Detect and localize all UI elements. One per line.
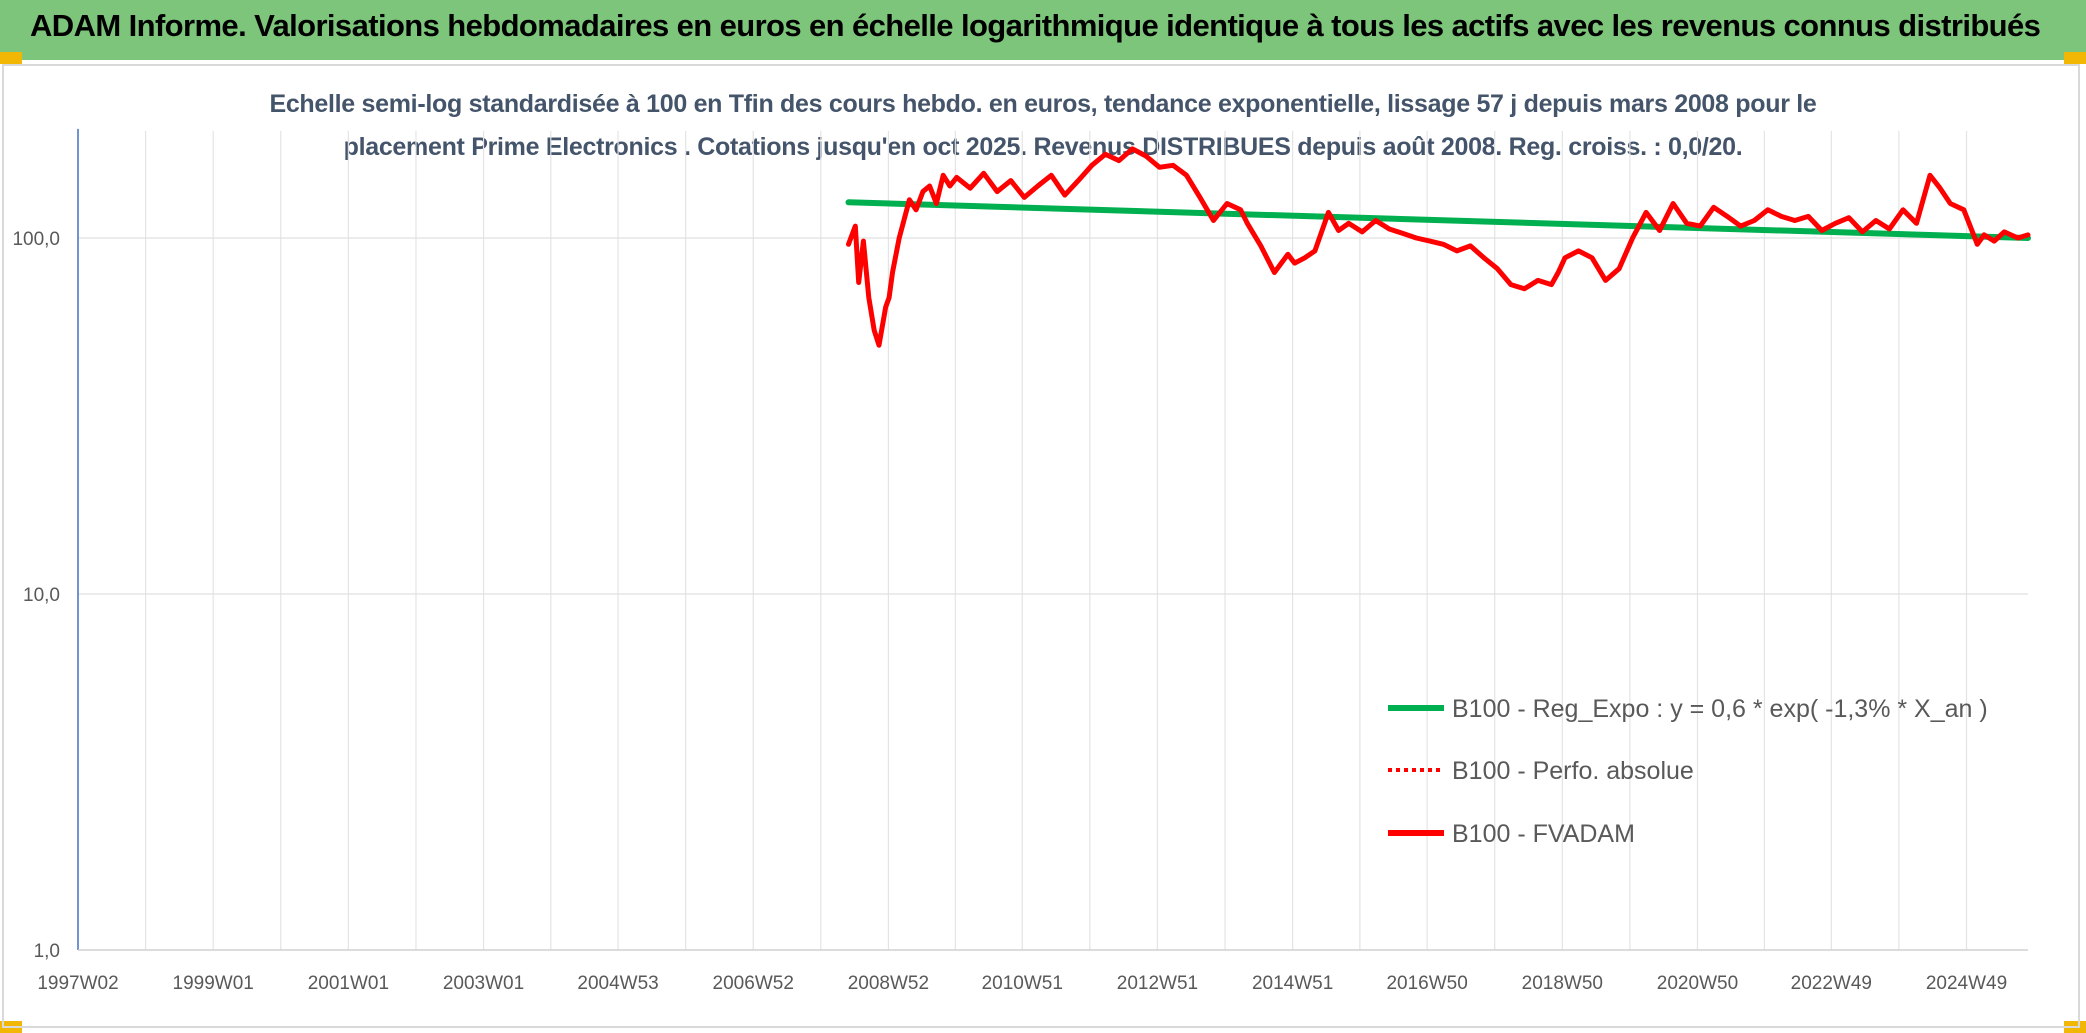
x-tick-label: 2001W01 [308,973,389,994]
x-tick-label: 2018W50 [1522,973,1603,994]
legend-label: B100 - Perfo. absolue [1452,757,1694,785]
y-tick-label: 100,0 [12,229,60,250]
x-tick-label: 2006W52 [713,973,794,994]
y-tick-label: 10,0 [23,585,60,606]
x-tick-label: 2022W49 [1791,973,1872,994]
x-tick-label: 2010W51 [982,973,1063,994]
corner-marker-right [2064,52,2086,64]
series-line-fvadam [846,146,2031,348]
corner-marker-left [0,52,22,64]
x-tick-label: 2008W52 [848,973,929,994]
series-line-regression [845,199,2031,241]
x-tick-label: 1997W02 [37,973,118,994]
legend-label: B100 - FVADAM [1452,820,1635,848]
chart-title-line-2: placement Prime Electronics . Cotations … [343,133,1743,161]
x-tick-label: 2014W51 [1252,973,1333,994]
header-bar: ADAM Informe. Valorisations hebdomadaire… [0,0,2086,60]
x-tick-label: 1999W01 [173,973,254,994]
x-tick-label: 2012W51 [1117,973,1198,994]
x-tick-label: 2004W53 [577,973,658,994]
x-tick-label: 2016W50 [1386,973,1467,994]
x-tick-label: 2003W01 [443,973,524,994]
chart-frame [2,64,2080,1028]
page-title: ADAM Informe. Valorisations hebdomadaire… [30,8,2041,43]
x-tick-label: 2020W50 [1657,973,1738,994]
legend-label: B100 - Reg_Expo : y = 0,6 * exp( -1,3% *… [1452,695,1988,723]
chart-title-line-1: Echelle semi-log standardisée à 100 en T… [269,90,1817,118]
y-tick-label: 1,0 [34,941,60,962]
x-tick-label: 2024W49 [1926,973,2007,994]
